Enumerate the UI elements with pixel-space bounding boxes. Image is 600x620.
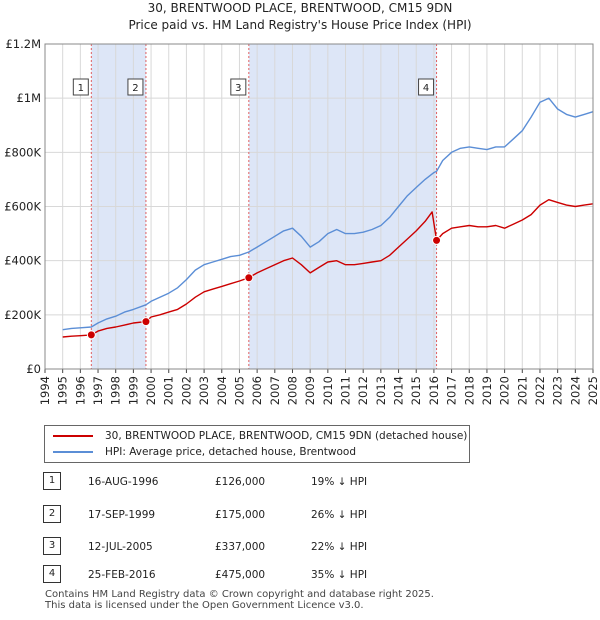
legend-swatch-red [53, 435, 93, 437]
x-tick-label: 2003 [197, 376, 211, 405]
table-row: 4 25-FEB-2016 £475,000 35% ↓ HPI [43, 565, 463, 583]
sale-label-number: 4 [423, 83, 429, 94]
x-tick-label: 2009 [303, 376, 317, 405]
sale-point [86, 330, 96, 340]
series-line [62, 198, 594, 338]
x-tick-label: 1996 [73, 376, 87, 405]
x-tick-label: 2021 [515, 376, 529, 405]
x-tick-label: 2022 [533, 376, 547, 405]
x-tick-label: 2025 [586, 376, 600, 405]
sale-label-number: 3 [235, 83, 241, 94]
x-tick-label: 2024 [568, 376, 582, 405]
legend-label-hpi: HPI: Average price, detached house, Bren… [105, 446, 356, 458]
attribution-line-1: Contains HM Land Registry data © Crown c… [45, 589, 434, 600]
y-tick-label: £200K [4, 308, 41, 322]
x-tick-label: 1995 [56, 376, 70, 405]
x-tick-label: 2019 [480, 376, 494, 405]
x-tick-label: 2000 [144, 376, 158, 405]
plot-frame [44, 43, 594, 370]
sale-price: £475,000 [215, 569, 266, 581]
x-tick-label: 2002 [179, 376, 193, 405]
sale-date: 12-JUL-2005 [88, 541, 153, 553]
sale-number-badge: 4 [43, 565, 61, 583]
y-tick-label: £400K [4, 254, 41, 268]
y-tick-label: £1.2M [5, 37, 41, 51]
sale-price: £175,000 [215, 509, 266, 521]
table-row: 3 12-JUL-2005 £337,000 22% ↓ HPI [43, 537, 463, 555]
x-tick-label: 2005 [232, 376, 246, 405]
chart-title: 30, BRENTWOOD PLACE, BRENTWOOD, CM15 9DN [148, 1, 453, 15]
sale-date: 25-FEB-2016 [88, 569, 156, 581]
sale-price: £337,000 [215, 541, 266, 553]
sale-point [141, 317, 151, 327]
x-tick-label: 2007 [268, 376, 282, 405]
x-tick-label: 2011 [339, 376, 353, 405]
sale-hpi-diff: 22% ↓ HPI [311, 541, 368, 553]
chart-subtitle: Price paid vs. HM Land Registry's House … [128, 18, 471, 32]
sale-number-badge: 1 [43, 472, 61, 490]
legend: 30, BRENTWOOD PLACE, BRENTWOOD, CM15 9DN… [44, 425, 470, 463]
attribution-footer: Contains HM Land Registry data © Crown c… [45, 589, 434, 611]
x-tick-label: 2018 [462, 376, 476, 405]
sale-hpi-diff: 26% ↓ HPI [311, 509, 368, 521]
attribution-line-2: This data is licensed under the Open Gov… [45, 600, 364, 611]
x-tick-label: 1998 [109, 376, 123, 405]
sale-price: £126,000 [215, 476, 266, 488]
x-tick-label: 2013 [374, 376, 388, 405]
table-row: 2 17-SEP-1999 £175,000 26% ↓ HPI [43, 505, 463, 523]
x-tick-label: 2006 [250, 376, 264, 405]
x-tick-label: 2023 [551, 376, 565, 405]
sale-label-box [127, 78, 144, 96]
x-tick-label: 2014 [392, 376, 406, 405]
sale-point [244, 273, 254, 283]
y-tick-label: £0 [26, 362, 41, 376]
series-line [62, 97, 594, 331]
sale-number-badge: 2 [43, 505, 61, 523]
x-tick-label: 2001 [162, 376, 176, 405]
price-chart: 30, BRENTWOOD PLACE, BRENTWOOD, CM15 9DN… [4, 1, 600, 405]
sale-label-box [72, 78, 89, 96]
x-tick-label: 2016 [427, 376, 441, 405]
y-tick-label: £800K [4, 145, 41, 159]
sale-hpi-diff: 35% ↓ HPI [311, 569, 368, 581]
x-tick-label: 2012 [356, 376, 370, 405]
sale-number-badge: 3 [43, 537, 61, 555]
sale-point [432, 235, 442, 245]
sale-label-number: 2 [132, 83, 138, 94]
sale-label-box [230, 78, 247, 96]
sale-hpi-diff: 19% ↓ HPI [311, 476, 368, 488]
x-tick-label: 2010 [321, 376, 335, 405]
sale-label-box [418, 78, 435, 96]
x-tick-label: 2015 [409, 376, 423, 405]
y-tick-label: £600K [4, 200, 41, 214]
legend-swatch-blue [53, 451, 93, 453]
x-tick-label: 1994 [38, 376, 52, 405]
x-tick-label: 1997 [91, 376, 105, 405]
x-tick-label: 2008 [285, 376, 299, 405]
x-tick-label: 2017 [445, 376, 459, 405]
legend-label-property: 30, BRENTWOOD PLACE, BRENTWOOD, CM15 9DN… [105, 430, 468, 442]
sale-date: 17-SEP-1999 [88, 509, 156, 521]
x-tick-label: 1999 [126, 376, 140, 405]
x-tick-label: 2004 [215, 376, 229, 405]
y-tick-label: £1M [16, 91, 41, 105]
table-row: 1 16-AUG-1996 £126,000 19% ↓ HPI [43, 472, 463, 490]
sale-date: 16-AUG-1996 [88, 476, 159, 488]
sale-label-number: 1 [78, 83, 84, 94]
x-tick-label: 2020 [498, 376, 512, 405]
